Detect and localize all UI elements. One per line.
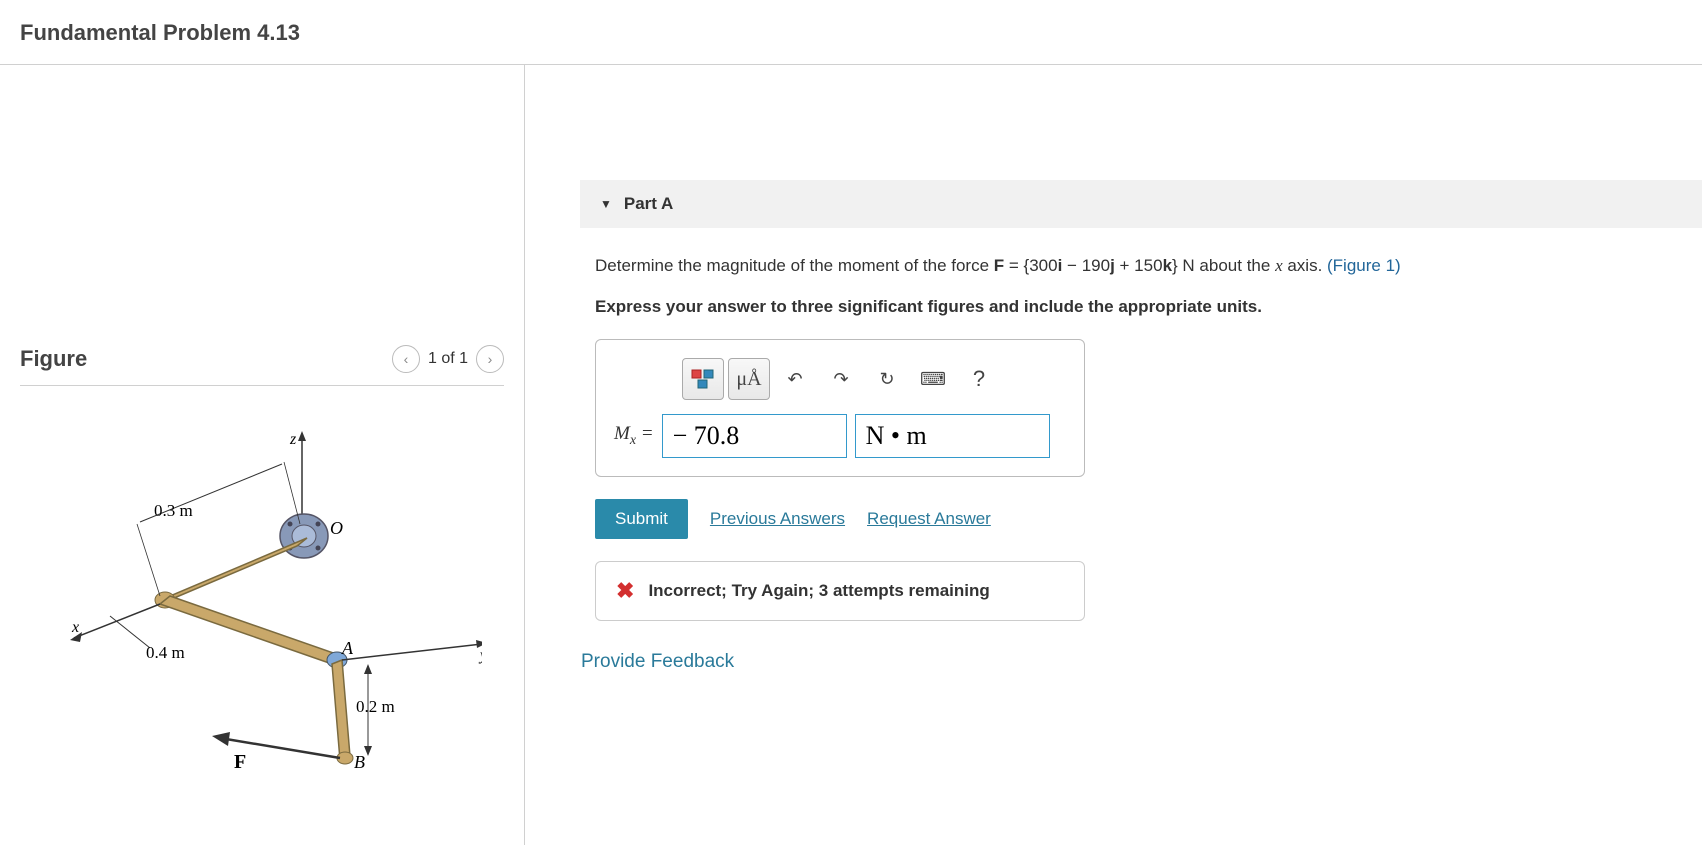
undo-button[interactable]: ↶ bbox=[774, 358, 816, 400]
answer-value-input[interactable] bbox=[662, 414, 847, 458]
answer-toolbar: μÅ ↶ ↷ ↻ ⌨ ? bbox=[682, 358, 1066, 400]
provide-feedback-link[interactable]: Provide Feedback bbox=[581, 651, 734, 672]
question-text: Determine the magnitude of the moment of… bbox=[595, 252, 1682, 279]
action-row: Submit Previous Answers Request Answer bbox=[595, 499, 1682, 539]
figure-section: Figure ‹ 1 of 1 › z bbox=[0, 345, 524, 796]
template-button[interactable] bbox=[682, 358, 724, 400]
redo-button[interactable]: ↷ bbox=[820, 358, 862, 400]
z-axis-label: z bbox=[289, 431, 297, 448]
A-label: A bbox=[341, 638, 354, 658]
request-answer-link[interactable]: Request Answer bbox=[867, 509, 991, 529]
units-button[interactable]: μÅ bbox=[728, 358, 770, 400]
figure-title: Figure bbox=[20, 346, 87, 372]
help-button[interactable]: ? bbox=[958, 358, 1000, 400]
part-header[interactable]: ▼ Part A bbox=[580, 180, 1702, 228]
part-title: Part A bbox=[624, 194, 673, 214]
figure-prev-button[interactable]: ‹ bbox=[392, 345, 420, 373]
keyboard-button[interactable]: ⌨ bbox=[912, 358, 954, 400]
B-label: B bbox=[354, 752, 365, 772]
question-area: Determine the magnitude of the moment of… bbox=[525, 228, 1702, 673]
y-axis-label: y bbox=[478, 647, 482, 664]
d3-label: 0.2 m bbox=[356, 697, 395, 716]
figure-nav: ‹ 1 of 1 › bbox=[392, 345, 504, 373]
figure-image: z O A bbox=[20, 416, 504, 796]
right-panel: ▼ Part A Determine the magnitude of the … bbox=[525, 65, 1702, 845]
instruction-text: Express your answer to three significant… bbox=[595, 297, 1682, 317]
d1-label: 0.3 m bbox=[154, 501, 193, 520]
page-header: Fundamental Problem 4.13 bbox=[0, 0, 1702, 65]
left-panel: Figure ‹ 1 of 1 › z bbox=[0, 65, 525, 845]
figure-next-button[interactable]: › bbox=[476, 345, 504, 373]
answer-units-input[interactable] bbox=[855, 414, 1050, 458]
figure-link[interactable]: (Figure 1) bbox=[1327, 256, 1401, 275]
figure-header: Figure ‹ 1 of 1 › bbox=[20, 345, 504, 386]
answer-label: Mx = bbox=[614, 423, 654, 449]
diagram-svg: z O A bbox=[42, 416, 482, 776]
feedback-text: Incorrect; Try Again; 3 attempts remaini… bbox=[648, 581, 989, 601]
O-label: O bbox=[330, 518, 343, 538]
incorrect-icon: ✖ bbox=[616, 578, 634, 604]
F-label: F bbox=[234, 751, 246, 773]
answer-row: Mx = bbox=[614, 414, 1066, 458]
x-axis-label: x bbox=[71, 619, 79, 636]
previous-answers-link[interactable]: Previous Answers bbox=[710, 509, 845, 529]
main-container: Figure ‹ 1 of 1 › z bbox=[0, 65, 1702, 845]
d2-label: 0.4 m bbox=[146, 643, 185, 662]
feedback-box: ✖ Incorrect; Try Again; 3 attempts remai… bbox=[595, 561, 1085, 621]
template-icon bbox=[690, 368, 716, 390]
collapse-caret-icon: ▼ bbox=[600, 197, 612, 211]
answer-box: μÅ ↶ ↷ ↻ ⌨ ? Mx = bbox=[595, 339, 1085, 477]
reset-button[interactable]: ↻ bbox=[866, 358, 908, 400]
problem-title: Fundamental Problem 4.13 bbox=[20, 20, 1682, 46]
figure-count: 1 of 1 bbox=[428, 350, 468, 368]
submit-button[interactable]: Submit bbox=[595, 499, 688, 539]
